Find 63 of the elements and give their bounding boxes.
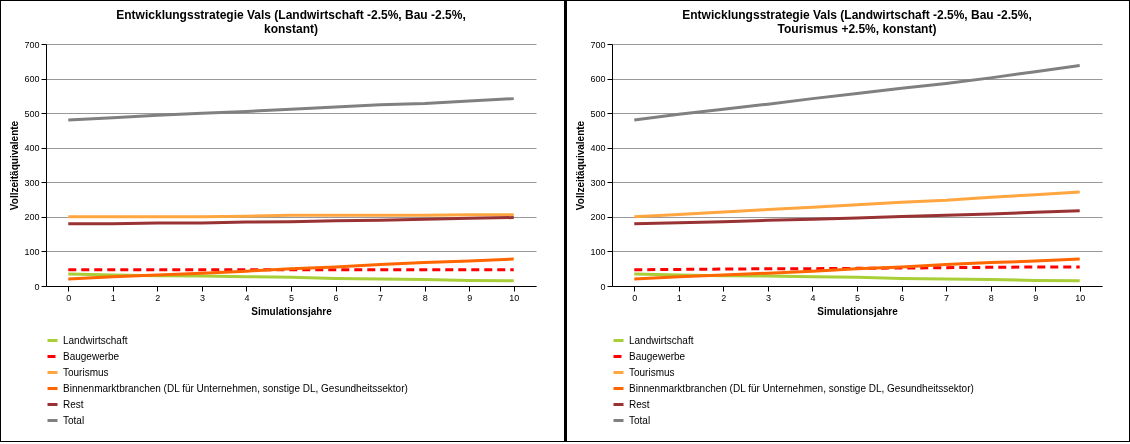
legend-label: Rest	[63, 398, 84, 410]
x-tick-label: 6	[333, 292, 339, 303]
y-tick-label: 500	[590, 108, 606, 119]
y-axis-title: Vollzeitäquivalente	[575, 120, 587, 211]
legend-label: Binnenmarktbranchen (DL für Unternehmen, sonstige DL, Gesundheitssektor)	[63, 382, 408, 394]
line-series	[66, 257, 516, 281]
x-tick-label: 9	[1032, 292, 1038, 303]
x-tick-label: 2	[721, 292, 727, 303]
x-tick-label: 8	[422, 292, 428, 303]
chart-title: Entwicklungsstrategie Vals (Landwirtschaft -2.5%, Bau -2.5%, konstant)	[116, 8, 466, 36]
line-series	[632, 209, 1081, 226]
chart-title: Entwicklungsstrategie Vals (Landwirtschaft -2.5%, Bau -2.5%, Tourismus +2.5%, konstant)	[682, 8, 1032, 36]
line-series	[632, 257, 1081, 281]
x-tick-label: 7	[378, 292, 384, 303]
x-tick-label: 10	[1074, 292, 1085, 303]
y-tick-label: 200	[590, 212, 606, 223]
x-axis-title: Simulationsjahre	[251, 305, 333, 317]
y-tick-label: 600	[590, 74, 606, 85]
y-tick-label: 0	[600, 281, 606, 292]
y-tick-label: 400	[24, 143, 40, 154]
legend-label: Baugewerbe	[628, 350, 686, 362]
y-tick-label: 500	[24, 108, 40, 119]
y-tick-label: 100	[24, 246, 40, 257]
y-tick-label: 700	[590, 39, 606, 50]
legend-label: Landwirtschaft	[628, 334, 694, 346]
x-tick-label: 1	[676, 292, 682, 303]
y-tick-label: 300	[24, 177, 40, 188]
x-tick-label: 7	[943, 292, 949, 303]
legend-label: Rest	[628, 398, 650, 410]
legend-label: Total	[628, 414, 650, 426]
legend-label: Tourismus	[63, 366, 109, 378]
x-tick-label: 2	[155, 292, 161, 303]
x-tick-label: 1	[110, 292, 116, 303]
x-tick-label: 10	[509, 292, 520, 303]
x-tick-label: 9	[467, 292, 473, 303]
y-tick-label: 400	[590, 143, 606, 154]
x-tick-label: 5	[854, 292, 860, 303]
y-tick-label: 700	[24, 39, 40, 50]
line-series	[632, 63, 1081, 122]
x-tick-label: 6	[899, 292, 905, 303]
y-tick-label: 100	[590, 246, 606, 257]
x-tick-label: 0	[632, 292, 638, 303]
line-series	[66, 97, 516, 122]
legend-label: Binnenmarktbranchen (DL für Unternehmen, sonstige DL, Gesundheitssektor)	[628, 382, 974, 394]
y-axis-title: Vollzeitäquivalente	[9, 120, 21, 211]
legend-label: Landwirtschaft	[63, 334, 128, 346]
y-tick-label: 300	[590, 177, 606, 188]
x-tick-label: 4	[810, 292, 816, 303]
y-tick-label: 0	[34, 281, 40, 292]
x-tick-label: 3	[199, 292, 205, 303]
x-tick-label: 8	[988, 292, 994, 303]
x-tick-label: 3	[765, 292, 771, 303]
legend-label: Baugewerbe	[63, 350, 120, 362]
legend-label: Total	[63, 414, 85, 426]
line-series	[632, 190, 1081, 219]
x-tick-label: 0	[66, 292, 72, 303]
line-series	[66, 216, 516, 226]
x-tick-label: 4	[244, 292, 250, 303]
x-axis-title: Simulationsjahre	[816, 305, 898, 317]
legend-label: Tourismus	[628, 366, 675, 378]
y-tick-label: 600	[24, 74, 40, 85]
y-tick-label: 200	[24, 212, 40, 223]
x-tick-label: 5	[288, 292, 295, 303]
